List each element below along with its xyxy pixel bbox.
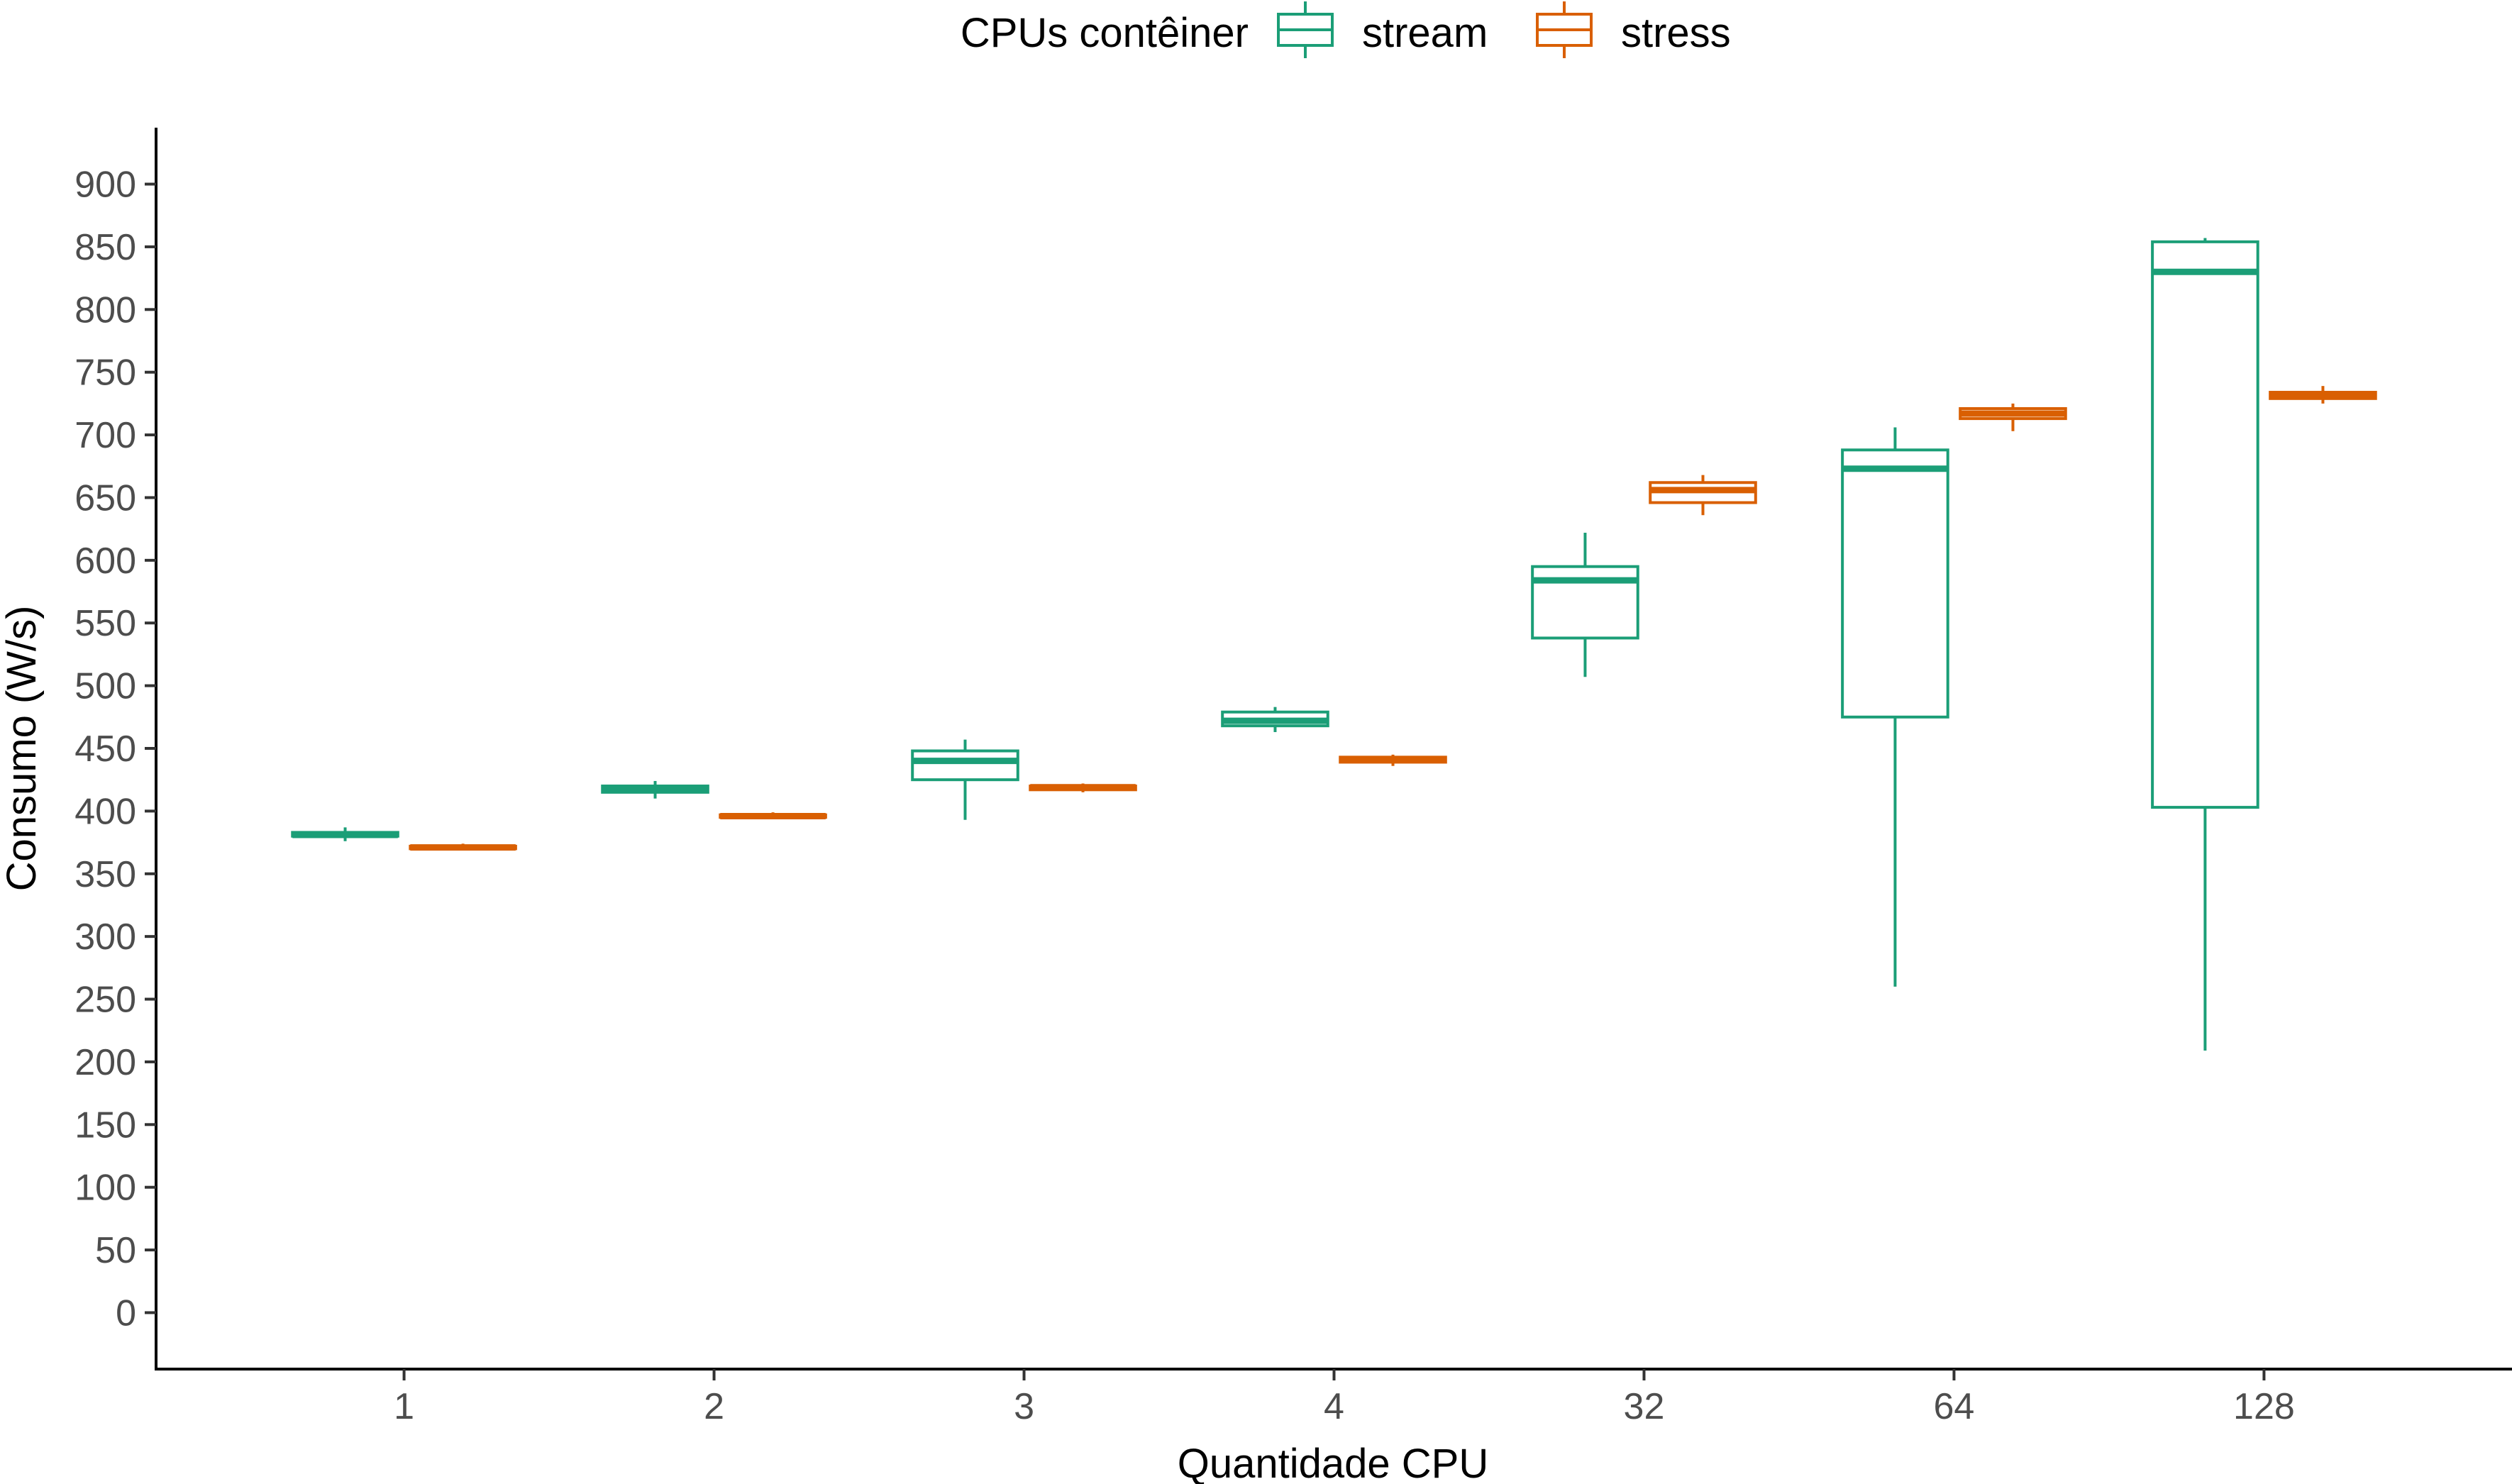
y-tick-label: 600 — [74, 541, 136, 582]
boxes-layer — [291, 238, 2377, 1051]
y-ticks: 0 50 100 150 200 250 300 350 400 450 500 550 600 650 7… — [74, 165, 156, 1334]
box-stress-64 — [1959, 403, 2067, 431]
y-tick-label: 550 — [74, 603, 136, 644]
box-body — [1841, 448, 1949, 719]
y-tick-label: 200 — [74, 1042, 136, 1083]
legend-label: stream — [1362, 10, 1488, 56]
box-body — [2151, 240, 2259, 809]
x-axis-title: Quantidade CPU — [1178, 1441, 1488, 1484]
box-stream-4 — [1221, 707, 1329, 733]
box-stress-4 — [1339, 754, 1447, 766]
legend: CPUs contêiner stream stress — [961, 1, 1731, 58]
y-tick-label: 350 — [74, 854, 136, 895]
box-stream-128 — [2151, 238, 2259, 1051]
box-stress-32 — [1649, 475, 1757, 516]
box-stream-1 — [291, 827, 399, 841]
y-tick-label: 500 — [74, 666, 136, 707]
box-stress-1 — [409, 843, 517, 851]
y-tick-label: 250 — [74, 980, 136, 1021]
box-stream-2 — [601, 780, 709, 799]
x-tick-label: 64 — [1934, 1386, 1975, 1427]
box-stress-128 — [2269, 386, 2377, 404]
box-stream-32 — [1531, 532, 1639, 677]
axes: 0 50 100 150 200 250 300 350 400 450 500 550 600 650 7… — [0, 128, 2512, 1484]
y-tick-label: 450 — [74, 729, 136, 770]
box-stress-3 — [1029, 783, 1137, 792]
y-tick-label: 800 — [74, 289, 136, 331]
x-ticks: 1 2 3 4 32 64 128 — [394, 1369, 2295, 1427]
y-axis-title: Consumo (W/s) — [0, 606, 45, 892]
y-tick-label: 650 — [74, 477, 136, 519]
legend-item-stream: stream — [1277, 1, 1488, 58]
y-tick-label: 850 — [74, 227, 136, 268]
x-tick-label: 4 — [1324, 1386, 1344, 1427]
y-tick-label: 150 — [74, 1104, 136, 1146]
y-tick-label: 400 — [74, 791, 136, 832]
box-stream-3 — [911, 739, 1019, 820]
y-tick-label: 100 — [74, 1168, 136, 1209]
box-body — [911, 749, 1019, 782]
legend-item-stress: stress — [1536, 1, 1731, 58]
y-tick-label: 0 — [116, 1292, 136, 1334]
y-tick-label: 700 — [74, 415, 136, 456]
y-tick-label: 750 — [74, 353, 136, 394]
y-tick-label: 50 — [95, 1230, 136, 1271]
y-tick-label: 300 — [74, 917, 136, 958]
box-stream-64 — [1841, 427, 1949, 987]
x-tick-label: 128 — [2233, 1386, 2295, 1427]
x-tick-label: 2 — [704, 1386, 724, 1427]
x-tick-label: 1 — [394, 1386, 414, 1427]
legend-title: CPUs contêiner — [961, 10, 1249, 56]
legend-label: stress — [1621, 10, 1731, 56]
box-stress-2 — [719, 812, 827, 819]
x-tick-label: 3 — [1014, 1386, 1034, 1427]
legend-items: stream stress — [1277, 1, 1731, 58]
y-tick-label: 900 — [74, 165, 136, 206]
x-tick-label: 32 — [1624, 1386, 1665, 1427]
